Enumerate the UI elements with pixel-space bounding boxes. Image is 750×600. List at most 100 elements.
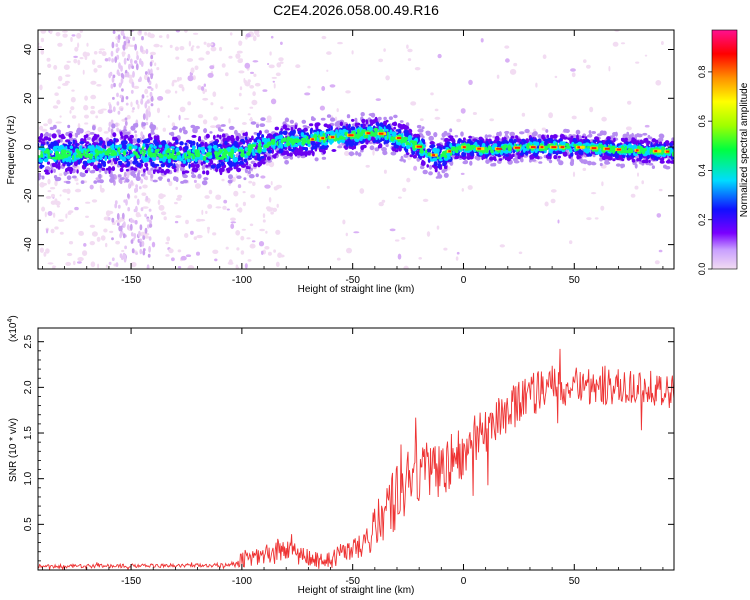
spectrogram-noise-cell — [157, 96, 164, 101]
spectrogram-cell — [151, 163, 156, 168]
spectrogram-noise-cell — [582, 167, 587, 171]
spectrogram-noise-cell — [91, 231, 98, 237]
spectrogram-noise-cell — [548, 112, 553, 119]
spectrogram-noise-cell — [58, 75, 63, 82]
spectrogram-noise-cell — [111, 76, 115, 83]
spectrogram-cell — [72, 175, 77, 179]
spectrogram-noise-cell — [61, 82, 69, 86]
spectrogram-cell — [353, 142, 358, 146]
spectrogram-cell — [282, 130, 287, 136]
spectrogram-cell — [547, 152, 552, 157]
spectrogram-cell — [51, 162, 57, 167]
spectrogram-cell — [98, 142, 102, 146]
spectrogram-noise-cell — [111, 257, 115, 262]
spectrogram-cell — [311, 151, 315, 157]
spectrogram-cell — [108, 167, 114, 171]
spectrogram-noise-cell — [164, 89, 171, 94]
spectrogram-noise-cell — [77, 257, 84, 262]
spectrogram-noise-cell — [140, 60, 144, 67]
spectrogram-cell — [218, 162, 222, 169]
spectrogram-cell — [519, 131, 525, 135]
spectrogram-cell — [144, 143, 149, 148]
spectrogram-noise-cell — [255, 31, 259, 36]
spectrogram-noise-cell — [124, 245, 127, 250]
spectrogram-cell — [190, 153, 192, 157]
spectrogram-cell — [438, 158, 443, 162]
spectrogram-cell — [233, 140, 238, 146]
spectrogram-cell — [134, 122, 139, 128]
spectrogram-cell — [262, 148, 267, 153]
spectrogram-cell — [327, 131, 331, 135]
spectrogram-cell — [46, 161, 51, 165]
spectrogram-noise-cell — [496, 74, 500, 79]
spectrogram-noise-cell — [168, 248, 174, 254]
spectrogram-noise-cell — [307, 85, 311, 89]
spectrogram-cell — [149, 151, 152, 155]
spectrogram-noise-cell — [146, 95, 149, 98]
spectrogram-cell — [220, 155, 225, 160]
spectrogram-noise-cell — [544, 201, 549, 207]
spectrogram-cell — [192, 140, 196, 146]
spectrogram-cell — [98, 173, 102, 179]
spectrogram-noise-cell — [252, 181, 256, 186]
spectrogram-noise-cell — [131, 81, 135, 88]
spectrogram-cell — [350, 126, 355, 129]
spectrogram-cell — [569, 148, 573, 153]
spectrogram-noise-cell — [116, 69, 120, 76]
spectrogram-cell — [175, 139, 179, 144]
spectrogram-noise-cell — [413, 165, 418, 171]
spectrogram-cell — [79, 145, 83, 150]
spectrogram-cell — [48, 133, 52, 138]
spectrogram-noise-cell — [57, 86, 61, 89]
spectrogram-cell — [51, 156, 56, 160]
spectrogram-cell — [116, 151, 120, 157]
spectrogram-noise-cell — [205, 50, 210, 55]
spectrogram-cell — [67, 141, 73, 145]
spectrogram-noise-cell — [406, 44, 409, 49]
spectrogram-noise-cell — [108, 57, 111, 62]
spectrogram-cell — [407, 135, 413, 140]
spectrogram-noise-cell — [180, 255, 187, 261]
spectrogram-noise-cell — [238, 70, 245, 74]
spectrogram-cell — [557, 155, 562, 159]
spectrogram-noise-cell — [326, 51, 332, 55]
spectrogram-cell — [368, 113, 374, 117]
spectrogram-cell — [361, 129, 365, 135]
spectrogram-cell — [153, 169, 157, 172]
spectrogram-noise-cell — [154, 62, 157, 67]
spectrogram-noise-cell — [177, 249, 182, 253]
spectrogram-noise-cell — [278, 57, 284, 62]
spectrogram-noise-cell — [155, 83, 158, 89]
spectrogram-noise-cell — [47, 262, 54, 265]
spectrogram-cell — [531, 159, 537, 162]
spectrogram-cell — [190, 171, 195, 175]
spectrogram-noise-cell — [38, 45, 43, 49]
spectrogram-noise-cell — [241, 228, 246, 231]
spectrogram-noise-cell — [140, 98, 144, 105]
spectrogram-cell — [421, 135, 425, 139]
spectrogram-noise-cell — [46, 228, 49, 234]
spectrogram-noise-cell — [64, 80, 70, 84]
spectrogram-noise-cell — [142, 249, 146, 256]
spectrogram-noise-cell — [209, 65, 215, 70]
spectrogram-noise-cell — [238, 92, 242, 97]
spectrogram-noise-cell — [655, 80, 662, 86]
spectrogram-cell — [220, 167, 225, 172]
spectrogram-noise-cell — [131, 65, 135, 69]
spectrogram-cell — [149, 132, 156, 135]
spectrogram-noise-cell — [90, 110, 96, 115]
spectrogram-cell — [671, 137, 674, 142]
spectrogram-cell — [369, 141, 373, 145]
spectrogram-noise-cell — [620, 42, 626, 45]
spectrogram-noise-cell — [179, 106, 186, 113]
spectrogram-noise-cell — [225, 246, 229, 250]
spectrogram-noise-cell — [53, 65, 58, 70]
spectrogram-cell — [82, 160, 88, 165]
spectrogram-noise-cell — [120, 107, 124, 112]
spectrogram-cell — [194, 157, 198, 163]
spectrogram-cell — [441, 150, 447, 156]
spectrogram-cell — [487, 134, 492, 138]
spectrogram-cell — [319, 146, 325, 150]
spectrogram-cell — [142, 153, 146, 157]
spectrogram-noise-cell — [150, 54, 154, 60]
